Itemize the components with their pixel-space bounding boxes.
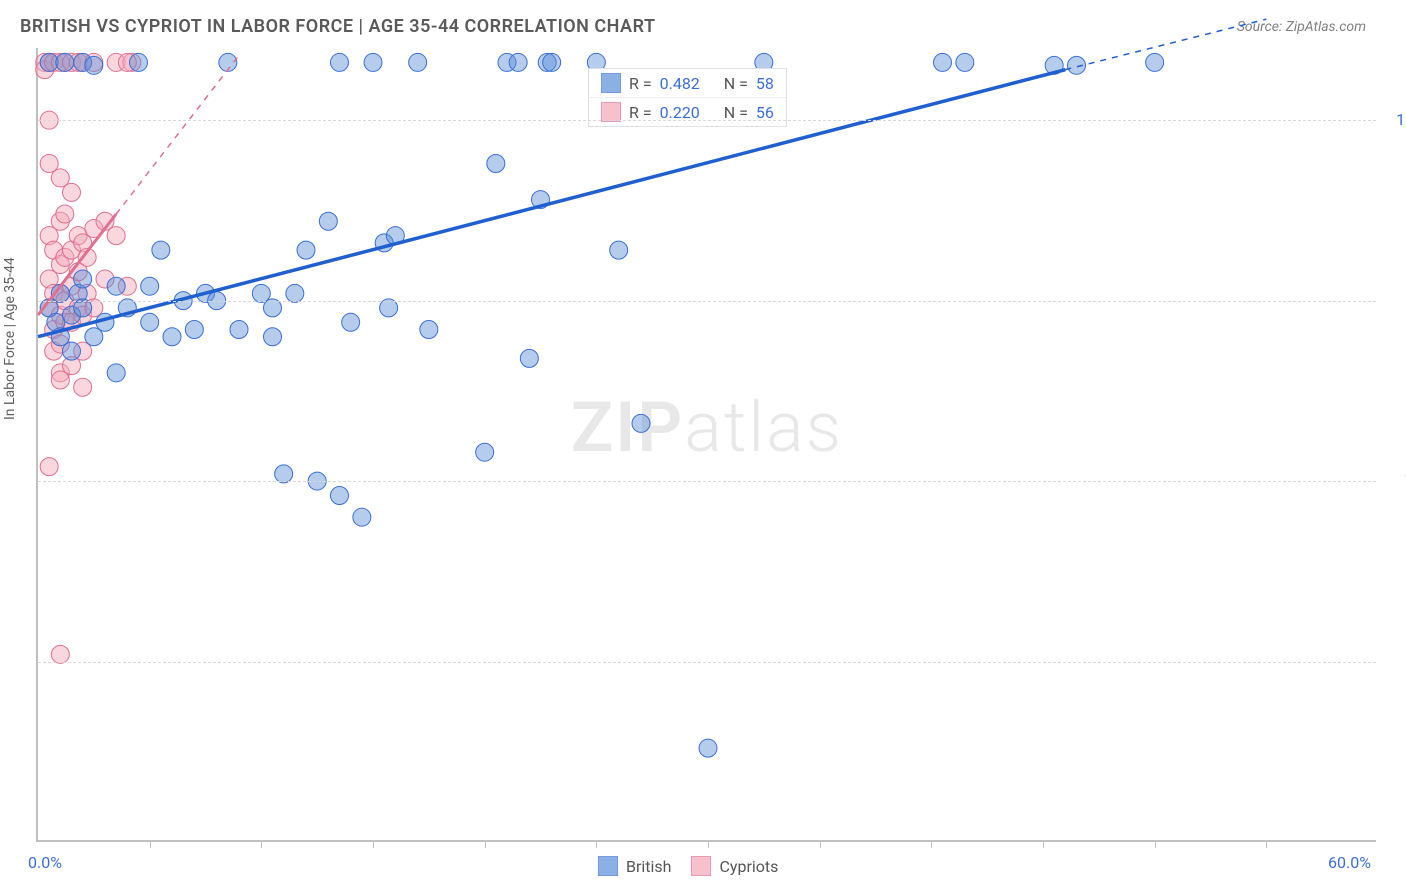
legend-item-cypriots: Cypriots	[691, 856, 778, 876]
data-point	[74, 378, 92, 396]
scatter-svg	[38, 48, 1376, 840]
data-point	[264, 328, 282, 346]
data-point	[74, 270, 92, 288]
swatch-cypriots	[601, 102, 621, 122]
data-point	[319, 212, 337, 230]
swatch-british-icon	[598, 856, 618, 876]
data-point	[487, 154, 505, 172]
xtick	[1266, 840, 1267, 848]
series-legend: British Cypriots	[598, 856, 778, 876]
data-point	[40, 458, 58, 476]
data-point	[342, 313, 360, 331]
data-point	[230, 321, 248, 339]
data-point	[130, 53, 148, 71]
xtick	[1043, 840, 1044, 848]
y-axis-label: In Labor Force | Age 35-44	[2, 257, 18, 420]
data-point	[185, 321, 203, 339]
source-label: Source: ZipAtlas.com	[1237, 19, 1366, 35]
data-point	[56, 53, 74, 71]
data-point	[476, 443, 494, 461]
data-point	[63, 183, 81, 201]
data-point	[107, 364, 125, 382]
data-point	[610, 241, 628, 259]
data-point	[1146, 53, 1164, 71]
data-point	[152, 241, 170, 259]
legend-row-british: R = 0.482 N = 58	[589, 69, 786, 98]
xtick	[931, 840, 932, 848]
data-point	[331, 53, 349, 71]
chart-title: BRITISH VS CYPRIOT IN LABOR FORCE | AGE …	[20, 16, 656, 37]
ytick-label: 100.0%	[1384, 110, 1406, 129]
ytick-label: 75.0%	[1384, 471, 1406, 490]
data-point	[85, 56, 103, 74]
data-point	[141, 277, 159, 295]
legend-label-cypriots: Cypriots	[719, 857, 778, 876]
legend-label-british: British	[626, 857, 671, 876]
data-point	[520, 349, 538, 367]
gridline-h	[38, 301, 1376, 302]
xtick-label: 60.0%	[1328, 853, 1371, 872]
swatch-british	[601, 73, 621, 93]
gridline-h	[38, 662, 1376, 663]
xtick	[820, 840, 821, 848]
xtick	[485, 840, 486, 848]
data-point	[331, 487, 349, 505]
data-point	[63, 342, 81, 360]
gridline-h	[38, 120, 1376, 121]
data-point	[141, 313, 159, 331]
swatch-cypriots-icon	[691, 856, 711, 876]
data-point	[409, 53, 427, 71]
data-point	[699, 739, 717, 757]
xtick	[373, 840, 374, 848]
xtick	[708, 840, 709, 848]
data-point	[956, 53, 974, 71]
data-point	[163, 328, 181, 346]
data-point	[420, 321, 438, 339]
xtick-label: 0.0%	[28, 853, 62, 872]
data-point	[56, 205, 74, 223]
data-point	[107, 277, 125, 295]
data-point	[509, 53, 527, 71]
legend-item-british: British	[598, 856, 671, 876]
data-point	[632, 414, 650, 432]
xtick	[261, 840, 262, 848]
chart-plot-area: ZIPatlas R = 0.482 N = 58 R = 0.220 N = …	[36, 48, 1376, 842]
data-point	[364, 53, 382, 71]
ytick-label: 87.5%	[1384, 291, 1406, 310]
data-point	[934, 53, 952, 71]
data-point	[297, 241, 315, 259]
xtick	[596, 840, 597, 848]
ytick-label: 62.5%	[1384, 652, 1406, 671]
data-point	[353, 508, 371, 526]
xtick	[150, 840, 151, 848]
legend-row-cypriots: R = 0.220 N = 56	[589, 98, 786, 126]
xtick	[1155, 840, 1156, 848]
data-point	[543, 53, 561, 71]
gridline-h	[38, 481, 1376, 482]
correlation-legend: R = 0.482 N = 58 R = 0.220 N = 56	[588, 68, 787, 127]
data-point	[107, 227, 125, 245]
